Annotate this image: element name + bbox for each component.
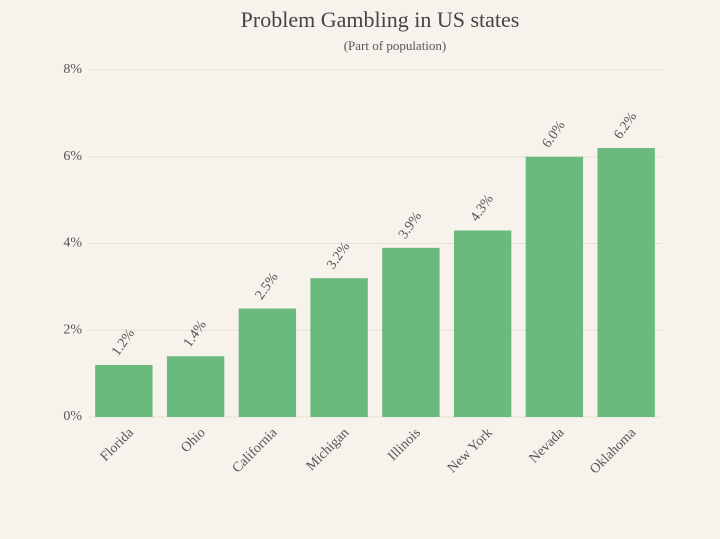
chart-subtitle: (Part of population)	[344, 38, 447, 53]
bar	[525, 156, 584, 417]
chart-title: Problem Gambling in US states	[241, 7, 520, 32]
bar	[95, 364, 153, 417]
bar	[310, 278, 368, 417]
y-tick-label: 8%	[63, 62, 82, 77]
y-tick-label: 2%	[63, 322, 82, 337]
bar	[453, 230, 512, 417]
bar	[597, 148, 655, 417]
y-tick-label: 4%	[63, 236, 82, 251]
bar	[238, 308, 297, 417]
bar	[382, 247, 440, 417]
y-tick-label: 0%	[63, 409, 82, 424]
bar	[166, 356, 225, 417]
y-tick-label: 6%	[63, 149, 82, 164]
